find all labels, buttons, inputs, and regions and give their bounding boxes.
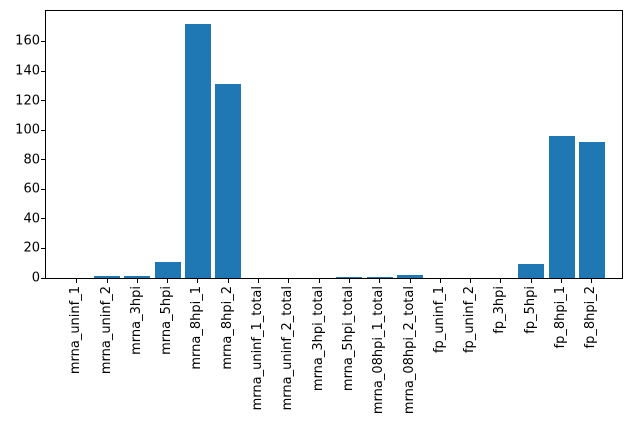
x-tick-mark [258,279,259,283]
x-tick-label-mrna_08hpi_1_total: mrna_08hpi_1_total [371,286,387,415]
x-tick-label-mrna_uninf_1: mrna_uninf_1 [68,286,84,375]
y-tick-mark [41,129,45,131]
x-tick-mark [197,279,199,283]
x-tick-mark [348,279,350,283]
x-tick-label-fp_5hpi: fp_5hpi [522,286,538,334]
x-tick-mark [591,279,593,283]
y-tick-mark [41,247,45,249]
x-tick-mark [76,279,78,283]
x-tick-label-fp_3hpi: fp_3hpi [492,286,508,334]
bar-fp_5hpi [518,264,545,278]
x-tick-label-mrna_08hpi_2_total: mrna_08hpi_2_total [401,286,417,415]
plot-area [45,10,623,279]
y-tick-mark [41,218,45,220]
y-tick-label: 140 [15,63,40,79]
bar-mrna_8hpi_2 [215,84,242,278]
bar-mrna_8hpi_1 [184,24,211,278]
x-tick-mark [470,279,472,283]
y-tick-label: 80 [23,152,40,168]
x-tick-label-mrna_8hpi_1: mrna_8hpi_1 [189,286,205,370]
bar-fp_8hpi_1 [548,136,575,278]
y-tick-label: 100 [15,122,40,138]
bar-mrna_08hpi_1_total [366,277,393,278]
x-tick-mark [439,279,441,283]
y-tick-mark [41,100,45,102]
y-tick-label: 20 [23,240,40,256]
x-tick-label-fp_uninf_2: fp_uninf_2 [462,286,478,354]
x-tick-label-fp_8hpi_1: fp_8hpi_1 [553,286,568,349]
x-tick-label-fp_8hpi_2: fp_8hpi_2 [583,286,599,349]
x-tick-mark [136,279,138,283]
bar-mrna_5hpi [154,262,181,278]
x-tick-label-mrna_5hpi: mrna_5hpi [159,286,175,355]
bar-mrna_3hpi [124,276,151,278]
y-tick-mark [41,188,45,190]
x-tick-label-mrna_uninf_2: mrna_uninf_2 [98,286,114,375]
x-tick-label-mrna_uninf_2_total: mrna_uninf_2_total [280,286,296,411]
bar-mrna_uninf_2 [94,276,120,278]
y-tick-mark [41,277,45,279]
y-tick-label: 60 [23,181,40,197]
y-tick-mark [41,159,45,161]
y-tick-label: 160 [15,33,40,49]
x-tick-mark [379,279,381,283]
y-tick-mark [41,40,45,42]
x-tick-label-fp_uninf_1: fp_uninf_1 [431,286,447,354]
x-tick-mark [106,279,108,283]
x-tick-label-mrna_8hpi_2: mrna_8hpi_2 [219,286,235,370]
x-tick-label-mrna_uninf_1_total: mrna_uninf_1_total [250,286,265,411]
bar-fp_8hpi_2 [578,142,605,278]
x-tick-mark [500,279,502,283]
x-tick-mark [167,279,169,283]
y-tick-label: 40 [23,211,40,227]
y-tick-label: 0 [31,270,40,286]
x-tick-label-mrna_5hpi_total: mrna_5hpi_total [340,286,356,392]
x-tick-mark [227,279,229,283]
y-tick-mark [41,70,45,72]
x-tick-label-mrna_3hpi_total: mrna_3hpi_total [310,286,326,392]
y-tick-label: 120 [15,93,40,109]
x-tick-label-mrna_3hpi: mrna_3hpi [128,286,144,355]
x-tick-mark [409,279,411,283]
x-tick-mark [318,279,320,283]
x-tick-mark [530,279,532,283]
x-tick-mark [288,279,290,283]
bar-mrna_08hpi_2_total [397,275,423,278]
bar-mrna_5hpi_total [336,277,363,278]
x-tick-mark [561,279,562,283]
